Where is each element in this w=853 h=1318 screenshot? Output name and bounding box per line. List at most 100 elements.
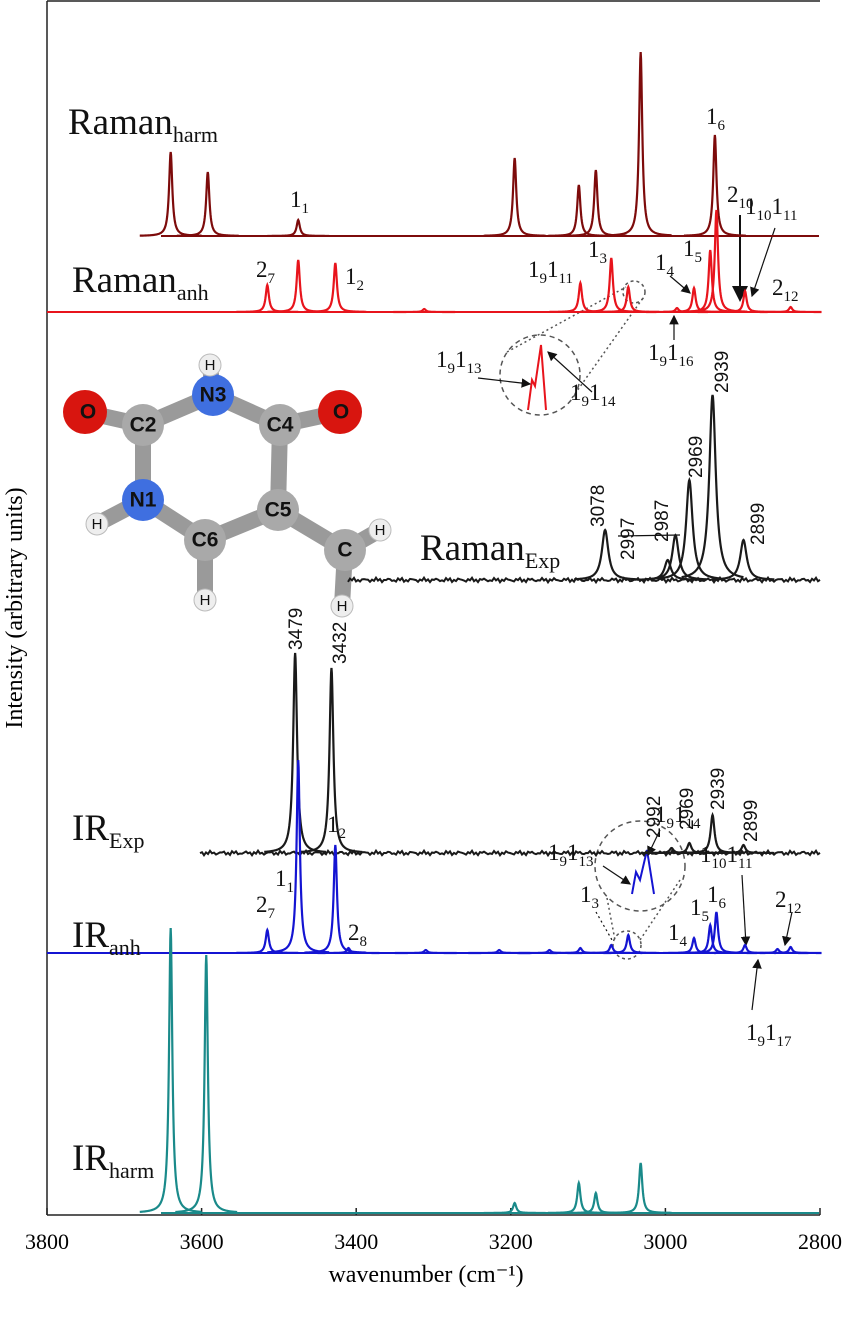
annotation-main: 2 (256, 892, 268, 917)
series-label-main: IR (72, 1138, 109, 1179)
peak (714, 291, 776, 312)
peak (264, 653, 326, 852)
peak (610, 52, 672, 235)
peak-annotation: 212 (775, 887, 802, 917)
atom-label: H (205, 357, 216, 374)
peak-label: 2899 (741, 800, 762, 842)
peak (549, 283, 611, 312)
frame (47, 1, 820, 1215)
annotation-main: 2 (348, 920, 360, 945)
annotation-main: 1 (668, 920, 680, 945)
peak-annotation: 19117 (746, 1020, 792, 1050)
peak (236, 930, 298, 953)
annotation-main: 1 (567, 840, 579, 865)
peak (177, 172, 239, 236)
annotation-main: 1 (345, 264, 357, 289)
annotation-main: 1 (327, 812, 339, 837)
peak (140, 152, 202, 236)
arrows (478, 215, 792, 1010)
peak-annotation: 19114 (570, 380, 616, 410)
atom-label: O (80, 401, 96, 424)
peak-annotation: 27 (256, 257, 276, 287)
x-tick-label: 3200 (489, 1229, 533, 1254)
annotation-main: 1 (570, 380, 582, 405)
annotation-sub: 1 (287, 880, 295, 896)
annotation-main: 2 (772, 275, 784, 300)
annotation-sub: 9 (582, 394, 590, 410)
series-label-main: Raman (68, 102, 173, 143)
annotation-sub: 4 (667, 264, 675, 280)
annotation-sub: 10 (712, 856, 727, 872)
peak-annotation: 12 (327, 812, 346, 842)
annotation-main: 1 (746, 1020, 758, 1045)
peak (610, 1163, 672, 1213)
series-label: RamanExp (420, 528, 560, 573)
annotation-sub: 5 (695, 250, 703, 266)
peak (484, 1203, 546, 1213)
annotation-main: 1 (690, 895, 702, 920)
annotation-sub: 9 (667, 816, 675, 832)
annotation-main: 2 (727, 182, 739, 207)
annotation-main: 1 (648, 340, 660, 365)
peak-annotation: 16 (707, 882, 727, 912)
annotation-sub: 14 (686, 816, 702, 832)
peak-label: 3078 (588, 485, 609, 527)
atom-label: H (337, 598, 348, 615)
annotation-sub: 9 (448, 361, 456, 377)
peak-annotation: 27 (256, 892, 276, 922)
peak-annotation: 28 (348, 920, 367, 950)
annotation-main: 1 (655, 250, 667, 275)
atom-label: H (375, 522, 386, 539)
annotation-sub: 12 (787, 901, 802, 917)
annotation-main: 1 (727, 842, 739, 867)
annotation-main: 1 (667, 340, 679, 365)
annotation-sub: 2 (339, 826, 347, 842)
annotation-sub: 7 (268, 906, 276, 922)
annotation-sub: 3 (600, 251, 608, 267)
atom-label: N1 (130, 489, 157, 512)
series-label: Ramanharm (68, 102, 218, 147)
annotation-sub: 12 (784, 289, 799, 305)
atom-label: N3 (200, 384, 227, 407)
peak (597, 935, 659, 953)
series-label-main: Raman (420, 528, 525, 569)
annotation-sub: 2 (357, 278, 365, 294)
peak-annotation: 19113 (436, 347, 482, 377)
annotation-main: 1 (745, 194, 757, 219)
peak-annotation: 15 (683, 236, 702, 266)
series-label: IRExp (72, 808, 144, 853)
annotation-main: 1 (706, 104, 718, 129)
annotation-main: 1 (683, 236, 695, 261)
annotation-main: 1 (674, 802, 686, 827)
annotation-sub: 9 (560, 854, 568, 870)
x-tick-label: 3400 (334, 1229, 378, 1254)
series-label: IRharm (72, 1138, 154, 1183)
annotation-sub: 16 (679, 354, 695, 370)
y-axis-title: Intensity (arbitrary units) (2, 487, 28, 728)
annotation-sub: 4 (680, 934, 688, 950)
chart: Intensity (arbitrary units) wavenumber (… (0, 0, 853, 1318)
atom-label: C2 (130, 414, 157, 437)
series-label-sub: anh (109, 935, 141, 960)
peak (580, 258, 642, 312)
annotation-sub: 13 (579, 854, 594, 870)
peak (267, 760, 329, 952)
peak-label: 2997 (618, 518, 639, 560)
series-label: IRanh (72, 915, 141, 960)
annotation-main: 1 (275, 866, 287, 891)
annotation-sub: 1 (302, 201, 310, 217)
annotation-sub: 9 (540, 271, 548, 287)
annotation-main: 1 (580, 882, 592, 907)
peak-annotation: 13 (580, 882, 599, 912)
annotation-sub: 6 (719, 896, 727, 912)
annotation-main: 1 (700, 842, 712, 867)
atom-label: H (200, 592, 211, 609)
peak-annotation: 19116 (648, 340, 694, 370)
peak (175, 955, 237, 1212)
annotation-main: 1 (436, 347, 448, 372)
series-label-sub: anh (177, 280, 209, 305)
annotation-sub: 3 (592, 896, 600, 912)
annotation-sub: 11 (559, 271, 573, 287)
annotation-main: 1 (655, 802, 667, 827)
peak-label: 3479 (286, 608, 307, 650)
